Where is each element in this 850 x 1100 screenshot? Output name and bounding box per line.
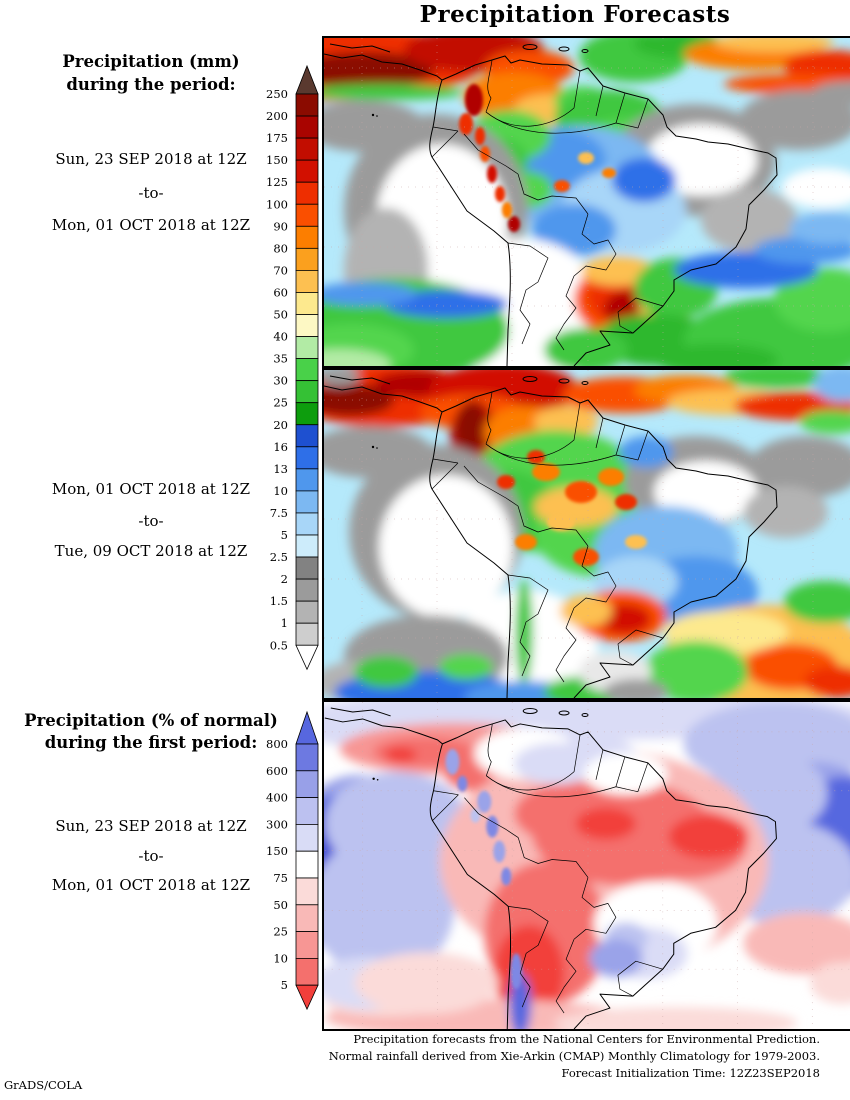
anomaly-speckles bbox=[445, 748, 523, 990]
precip-speckles-period1 bbox=[459, 84, 616, 232]
svg-text:16: 16 bbox=[273, 440, 288, 454]
page-title: Precipitation Forecasts bbox=[419, 1, 731, 28]
footer-line-2: Normal rainfall derived from Xie-Arkin (… bbox=[328, 1049, 820, 1063]
footer-line-1: Precipitation forecasts from the Nationa… bbox=[353, 1032, 820, 1046]
map-panel-2-svg bbox=[324, 370, 850, 698]
svg-text:40: 40 bbox=[273, 330, 288, 344]
svg-text:300: 300 bbox=[266, 817, 288, 831]
map-panel-2 bbox=[322, 368, 850, 700]
svg-text:25: 25 bbox=[273, 396, 288, 410]
svg-text:10: 10 bbox=[273, 951, 288, 965]
svg-text:90: 90 bbox=[273, 219, 288, 233]
svg-text:70: 70 bbox=[273, 263, 288, 277]
panel3-period-end: Mon, 01 OCT 2018 at 12Z bbox=[51, 876, 251, 894]
panel1-period-end: Mon, 01 OCT 2018 at 12Z bbox=[51, 216, 251, 234]
map-panel-3-svg bbox=[324, 702, 850, 1029]
svg-text:125: 125 bbox=[266, 175, 288, 189]
svg-text:400: 400 bbox=[266, 791, 288, 805]
svg-text:7.5: 7.5 bbox=[270, 506, 288, 520]
anomaly-fields bbox=[324, 702, 850, 1029]
map-panel-1-svg bbox=[324, 38, 850, 366]
svg-text:100: 100 bbox=[266, 197, 288, 211]
map-panel-3 bbox=[322, 700, 850, 1031]
footer-line-3: Forecast Initialization Time: 12Z23SEP20… bbox=[561, 1066, 820, 1080]
panel2-period-end: Tue, 09 OCT 2018 at 12Z bbox=[54, 542, 248, 560]
panel3-period-separator: -to- bbox=[138, 847, 164, 865]
svg-text:150: 150 bbox=[266, 153, 288, 167]
panel3-heading-line2: during the first period: bbox=[44, 733, 258, 752]
svg-text:800: 800 bbox=[266, 737, 288, 751]
svg-text:60: 60 bbox=[273, 285, 288, 299]
panel1-heading-line1: Precipitation (mm) bbox=[62, 52, 240, 71]
svg-text:200: 200 bbox=[266, 109, 288, 123]
svg-text:5: 5 bbox=[281, 978, 288, 992]
svg-text:20: 20 bbox=[273, 418, 288, 432]
svg-text:30: 30 bbox=[273, 374, 288, 388]
svg-text:50: 50 bbox=[273, 898, 288, 912]
svg-text:2: 2 bbox=[281, 572, 288, 586]
panel3-heading-line1: Precipitation (% of normal) bbox=[24, 711, 278, 730]
panel1-period-start: Sun, 23 SEP 2018 at 12Z bbox=[55, 150, 247, 168]
map-panel-1 bbox=[322, 36, 850, 368]
svg-text:1: 1 bbox=[281, 616, 288, 630]
svg-text:5: 5 bbox=[281, 528, 288, 542]
svg-text:25: 25 bbox=[273, 925, 288, 939]
panel2-period-separator: -to- bbox=[138, 512, 164, 530]
svg-text:75: 75 bbox=[273, 871, 288, 885]
colorbar-mm: 2502001751501251009080706050403530252016… bbox=[266, 64, 319, 671]
colorbar-percent: 800 600 400 300 150 75 50 25 10 5 bbox=[266, 710, 319, 1011]
svg-text:175: 175 bbox=[266, 131, 288, 145]
svg-text:10: 10 bbox=[273, 484, 288, 498]
svg-text:600: 600 bbox=[266, 764, 288, 778]
svg-text:80: 80 bbox=[273, 241, 288, 255]
svg-text:2.5: 2.5 bbox=[270, 550, 288, 564]
precip-fields-period2 bbox=[324, 370, 850, 698]
svg-text:13: 13 bbox=[273, 462, 288, 476]
svg-text:50: 50 bbox=[273, 308, 288, 322]
svg-text:1.5: 1.5 bbox=[270, 594, 288, 608]
grads-credit: GrADS/COLA bbox=[4, 1078, 83, 1092]
svg-text:250: 250 bbox=[266, 87, 288, 101]
panel3-period-start: Sun, 23 SEP 2018 at 12Z bbox=[55, 817, 247, 835]
panel1-period-separator: -to- bbox=[138, 184, 164, 202]
precip-speckles-period2 bbox=[497, 450, 647, 566]
svg-text:150: 150 bbox=[266, 844, 288, 858]
svg-text:0.5: 0.5 bbox=[270, 638, 288, 652]
panel1-heading-line2: during the period: bbox=[66, 75, 236, 94]
panel2-period-start: Mon, 01 OCT 2018 at 12Z bbox=[51, 480, 251, 498]
precip-fields-period1 bbox=[324, 38, 850, 366]
svg-text:35: 35 bbox=[273, 352, 288, 366]
